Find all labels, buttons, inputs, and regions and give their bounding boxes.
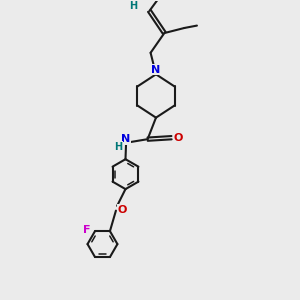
Text: H: H: [130, 1, 138, 11]
Text: N: N: [122, 134, 131, 144]
Text: O: O: [173, 133, 183, 143]
Text: O: O: [118, 205, 127, 215]
Text: N: N: [152, 65, 160, 75]
Text: F: F: [83, 225, 90, 235]
Text: H: H: [115, 142, 123, 152]
